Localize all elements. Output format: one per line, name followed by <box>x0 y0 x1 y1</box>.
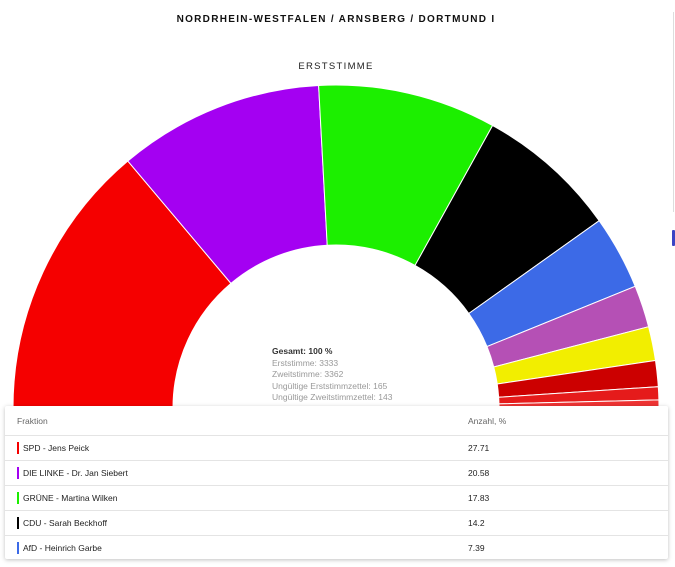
party-color-swatch <box>17 517 19 529</box>
tooltip-erststimme: Erststimme: 3333 <box>272 357 339 368</box>
column-header-anzahl[interactable]: Anzahl, % <box>468 415 507 426</box>
panel-divider <box>673 12 674 212</box>
table-header: Fraktion Anzahl, % <box>5 406 668 436</box>
chart-subtitle: ERSTSTIMME <box>298 61 374 72</box>
party-color-swatch <box>17 442 19 454</box>
party-label: AfD - Heinrich Garbe <box>23 543 102 553</box>
table-row[interactable]: GRÜNE - Martina Wilken 17.83 <box>5 486 668 511</box>
party-label: GRÜNE - Martina Wilken <box>23 493 118 503</box>
party-color-swatch <box>17 492 19 504</box>
table-row[interactable]: CDU - Sarah Beckhoff 14.2 <box>5 511 668 536</box>
party-label: SPD - Jens Peick <box>23 443 90 453</box>
chart-tooltip: Gesamt: 100 % Erststimme: 3333 Zweitstim… <box>272 346 392 404</box>
party-value: 27.71 <box>468 443 490 453</box>
party-value: 14.2 <box>468 518 485 528</box>
table-row[interactable]: AfD - Heinrich Garbe 7.39 <box>5 536 668 560</box>
tooltip-total: Gesamt: 100 % <box>272 346 333 356</box>
semicircle-chart <box>12 84 660 409</box>
party-value: 17.83 <box>468 493 490 503</box>
column-header-fraktion[interactable]: Fraktion <box>17 415 48 426</box>
party-color-swatch <box>17 542 19 554</box>
party-value: 7.39 <box>468 543 485 553</box>
results-table: Fraktion Anzahl, % SPD - Jens Peick 27.7… <box>5 406 668 559</box>
chart-title: NORDRHEIN-WESTFALEN / ARNSBERG / DORTMUN… <box>176 14 496 25</box>
table-row[interactable]: DIE LINKE - Dr. Jan Siebert 20.58 <box>5 461 668 486</box>
party-label: DIE LINKE - Dr. Jan Siebert <box>23 468 128 478</box>
tooltip-zweitstimme: Zweitstimme: 3362 <box>272 369 344 379</box>
party-label: CDU - Sarah Beckhoff <box>23 518 107 528</box>
party-color-swatch <box>17 467 19 479</box>
chart-slice-0[interactable] <box>12 160 232 409</box>
table-row[interactable]: SPD - Jens Peick 27.71 <box>5 436 668 461</box>
scroll-indicator[interactable] <box>672 230 675 246</box>
party-value: 20.58 <box>468 468 490 478</box>
tooltip-ungueltig-zweit: Ungültige Zweitstimmzettel: 143 <box>272 392 393 402</box>
tooltip-ungueltig-erst: Ungültige Erststimmzettel: 165 <box>272 380 388 391</box>
